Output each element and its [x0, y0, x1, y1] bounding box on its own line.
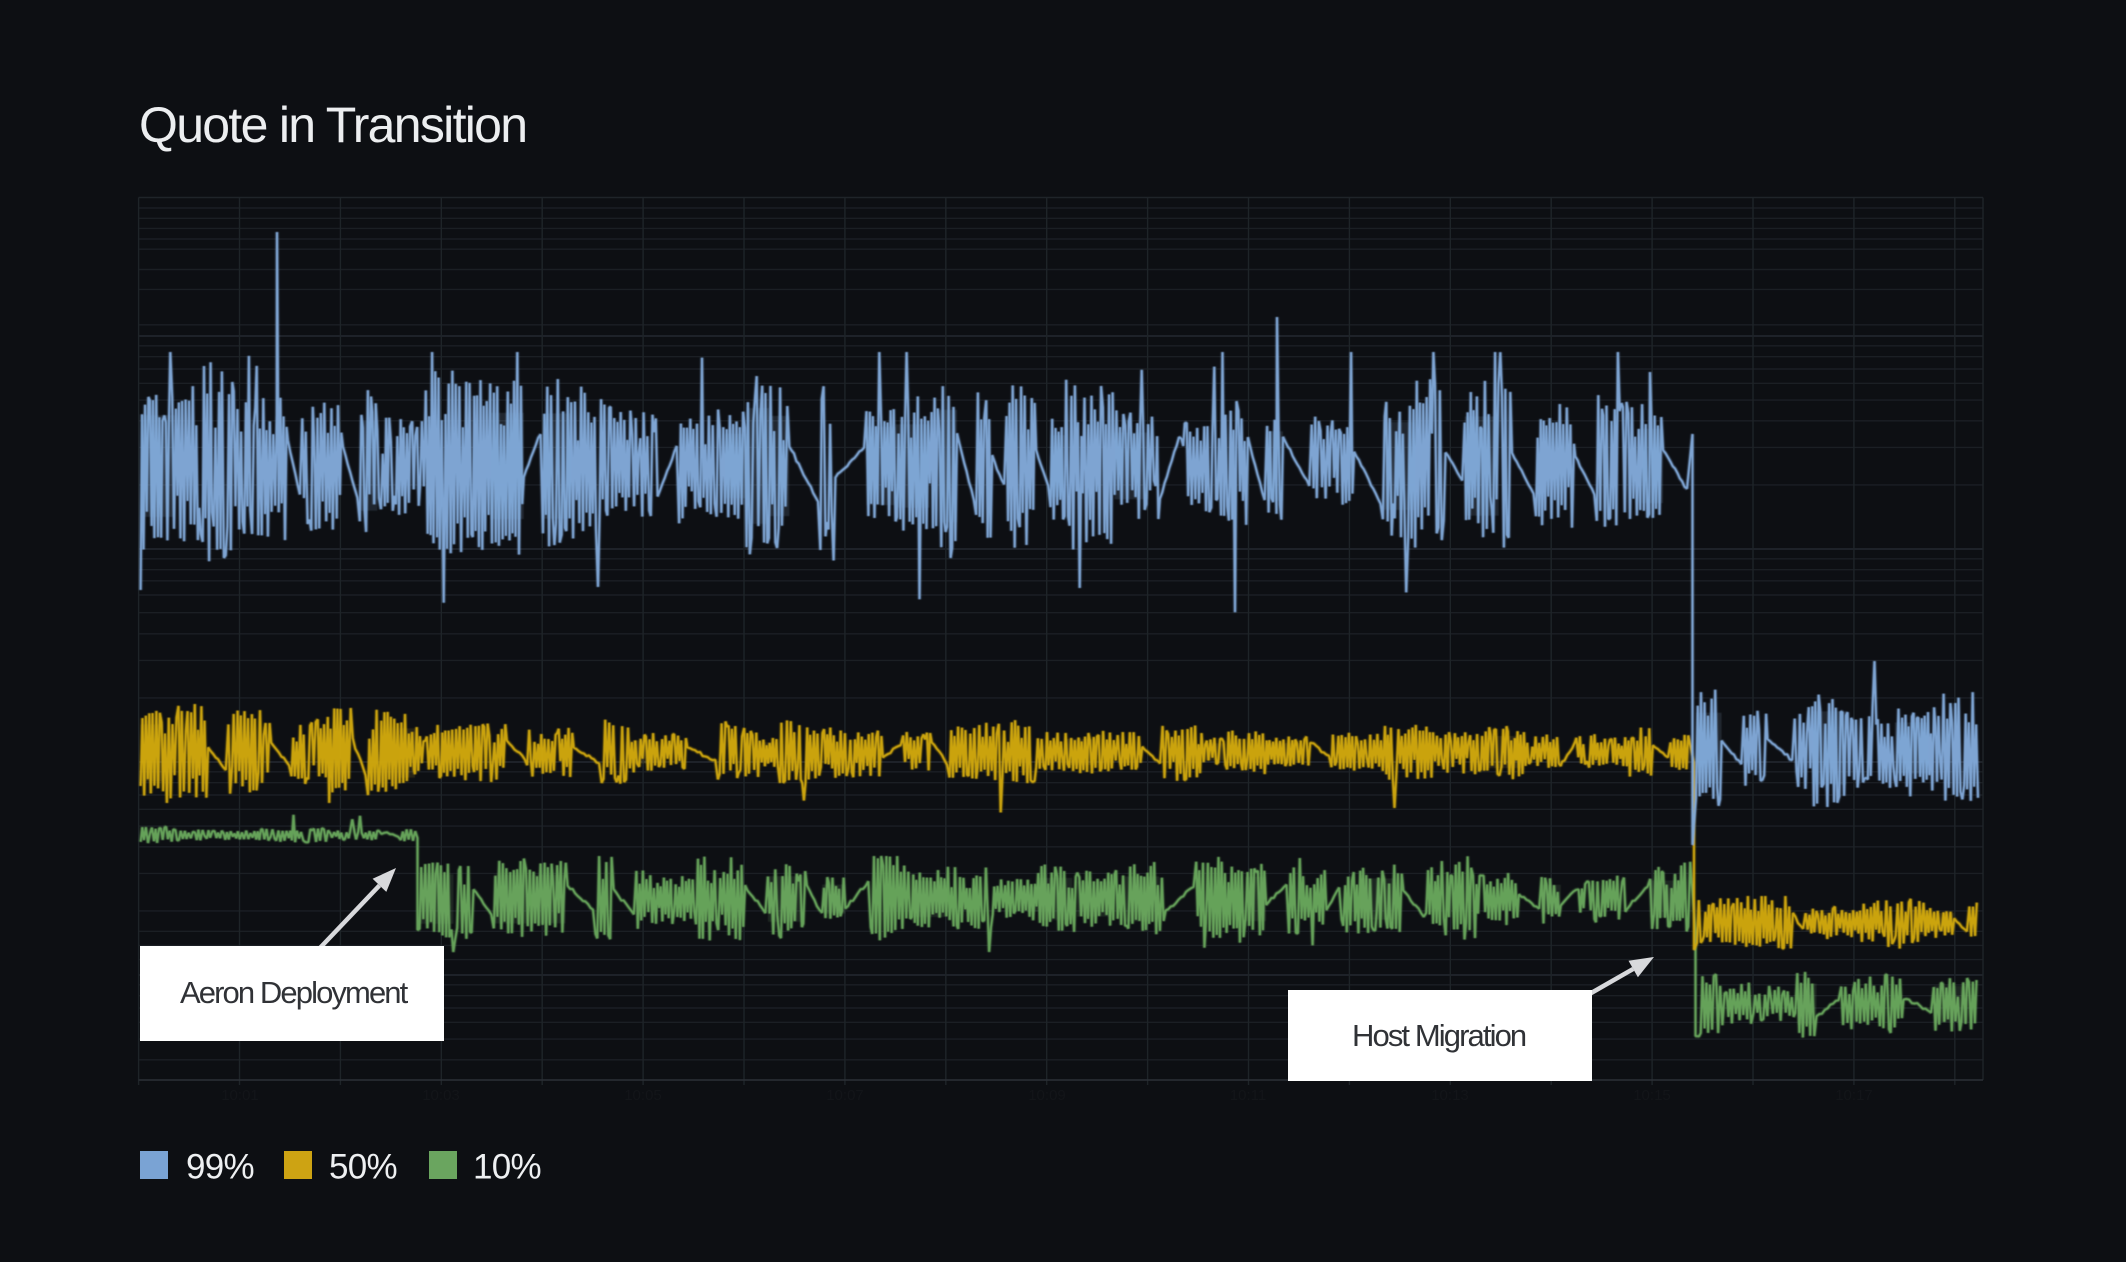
svg-text:10:17: 10:17 [1835, 1087, 1873, 1104]
svg-text:Host Migration: Host Migration [1352, 1018, 1526, 1053]
svg-text:10:11: 10:11 [1230, 1087, 1266, 1104]
svg-text:10:03: 10:03 [422, 1087, 460, 1104]
svg-text:10:13: 10:13 [1431, 1087, 1469, 1104]
svg-text:99%: 99% [186, 1148, 254, 1187]
svg-text:10:15: 10:15 [1633, 1087, 1671, 1104]
svg-text:10:01: 10:01 [221, 1087, 259, 1104]
svg-text:10:05: 10:05 [624, 1087, 662, 1104]
svg-text:50%: 50% [329, 1148, 397, 1187]
svg-text:10:07: 10:07 [826, 1087, 864, 1104]
svg-text:Quote in Transition: Quote in Transition [139, 97, 526, 153]
svg-text:Aeron Deployment: Aeron Deployment [180, 975, 409, 1010]
svg-text:10%: 10% [473, 1148, 541, 1187]
svg-text:10:09: 10:09 [1028, 1087, 1066, 1104]
